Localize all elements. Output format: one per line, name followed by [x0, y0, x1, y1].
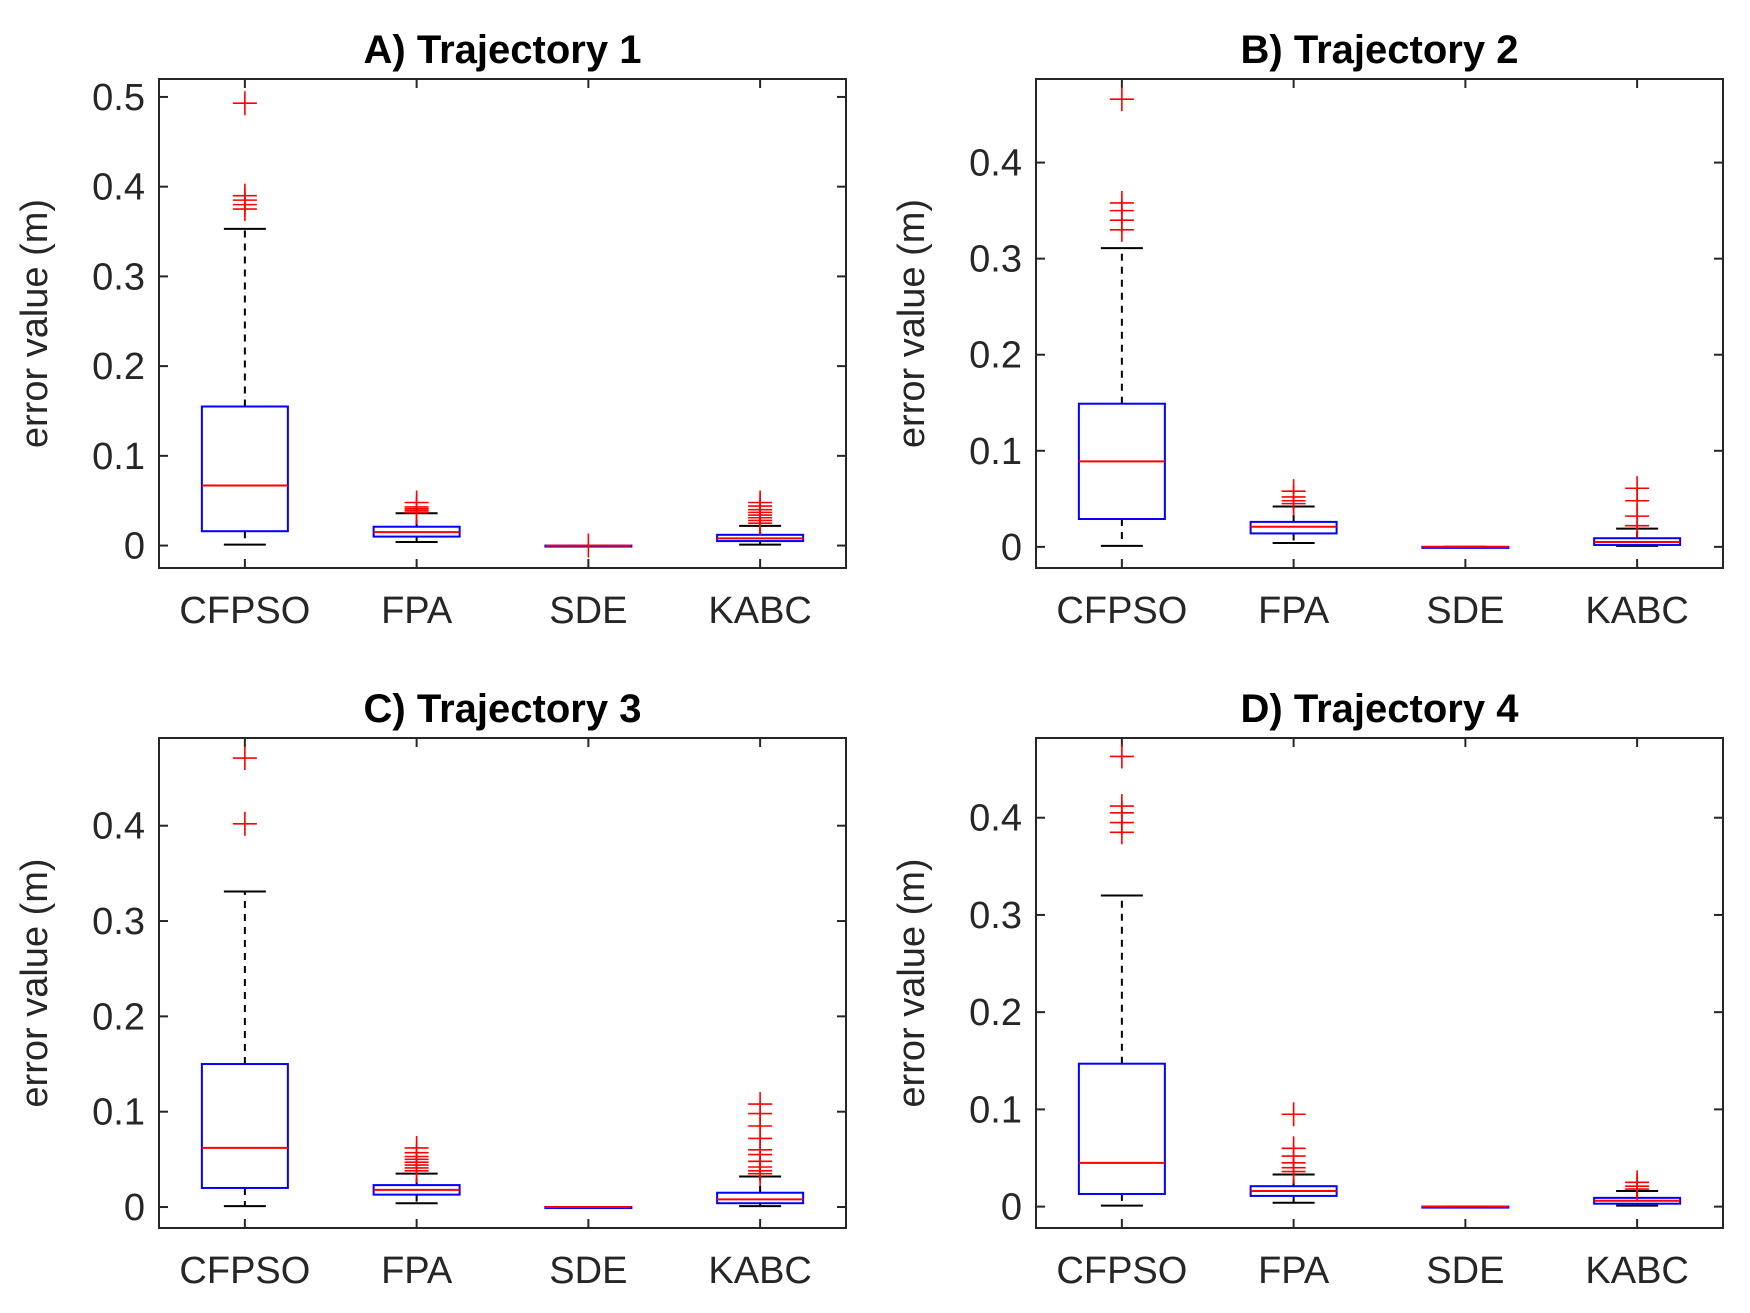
- chart-title: B) Trajectory 2: [1241, 28, 1519, 72]
- y-tick-label: 0.5: [92, 77, 145, 119]
- chart-title: A) Trajectory 1: [364, 28, 642, 72]
- outlier-marker: [1109, 794, 1134, 819]
- x-tick-label: FPA: [1258, 590, 1330, 632]
- x-tick-label: CFPSO: [1056, 1250, 1187, 1292]
- y-tick-label: 0.4: [969, 798, 1022, 840]
- chart-panel-3: C) Trajectory 3 error value (m) 0 0.1 0.2 0.3…: [14, 687, 847, 1292]
- plot-frame: [1035, 78, 1724, 569]
- outlier-marker: [748, 490, 773, 515]
- y-tick-label: 0.2: [92, 346, 145, 388]
- box-cfpso: [200, 91, 289, 546]
- y-tick-label: 0.2: [92, 996, 145, 1038]
- x-tick-label: KABC: [1585, 590, 1688, 632]
- box-cfpso: [1077, 744, 1166, 1207]
- box-kabc: [716, 1092, 805, 1208]
- plot-frame: [158, 78, 847, 569]
- y-tick-label: 0.4: [92, 806, 145, 848]
- y-tick-label: 0.1: [92, 1092, 145, 1134]
- y-tick-label: 0.2: [969, 335, 1022, 377]
- y-tick-label: 0: [124, 1187, 145, 1229]
- chart-title: D) Trajectory 4: [1241, 687, 1520, 731]
- outlier-marker: [1281, 1102, 1306, 1127]
- box-fpa: [372, 1135, 461, 1205]
- outlier-marker: [1109, 744, 1134, 769]
- outlier-marker: [232, 183, 257, 208]
- y-tick-label: 0.3: [969, 239, 1022, 281]
- outlier-marker: [1109, 87, 1134, 112]
- y-tick-label: 0.4: [969, 143, 1022, 185]
- y-axis-label: error value (m): [14, 199, 56, 448]
- box-sde: [1421, 545, 1510, 549]
- box-fpa: [1249, 479, 1338, 545]
- plot-frame: [1035, 737, 1724, 1229]
- x-tick-label: SDE: [549, 1250, 627, 1292]
- y-axis-label: error value (m): [891, 858, 933, 1107]
- x-tick-label: CFPSO: [179, 590, 310, 632]
- outlier-marker: [1109, 190, 1134, 215]
- x-tick-label: SDE: [1426, 1250, 1504, 1292]
- y-axis-label: error value (m): [891, 199, 933, 448]
- outlier-marker: [1281, 1136, 1306, 1161]
- chart-panel-1: A) Trajectory 1 error value (m) 0 0.1 0.2 0.3…: [14, 28, 847, 632]
- outlier-marker: [1281, 479, 1306, 504]
- x-tick-label: KABC: [708, 1250, 811, 1292]
- y-tick-label: 0: [1001, 1187, 1022, 1229]
- y-tick-label: 0.3: [92, 901, 145, 943]
- x-tick-label: CFPSO: [1056, 590, 1187, 632]
- outlier-marker: [404, 490, 429, 515]
- x-tick-label: SDE: [1426, 590, 1504, 632]
- x-tick-label: SDE: [549, 590, 627, 632]
- box-kabc: [1593, 1170, 1682, 1207]
- x-tick-label: FPA: [381, 590, 453, 632]
- plot-frame: [158, 737, 847, 1229]
- y-tick-label: 0.2: [969, 992, 1022, 1034]
- y-tick-label: 0.1: [969, 431, 1022, 473]
- outlier-marker: [404, 1135, 429, 1160]
- y-tick-label: 0.3: [969, 895, 1022, 937]
- outlier-marker: [1625, 1170, 1650, 1195]
- outlier-marker: [1625, 476, 1650, 501]
- chart-title: C) Trajectory 3: [364, 687, 642, 731]
- box-sde: [1421, 1205, 1510, 1209]
- x-tick-label: FPA: [1258, 1250, 1330, 1292]
- y-tick-label: 0.3: [92, 256, 145, 298]
- x-tick-label: KABC: [708, 590, 811, 632]
- box-sde: [544, 1206, 633, 1210]
- box-kabc: [716, 490, 805, 546]
- y-tick-label: 0.1: [969, 1089, 1022, 1131]
- box-iqr: [200, 1063, 289, 1189]
- y-tick-label: 0.4: [92, 167, 145, 209]
- chart-panel-4: D) Trajectory 4 error value (m) 0 0.1 0.2 0.3…: [891, 687, 1724, 1292]
- box-iqr: [716, 1191, 805, 1205]
- box-iqr: [1077, 1062, 1166, 1195]
- chart-panel-2: B) Trajectory 2 error value (m) 0 0.1 0.2 0.3…: [891, 28, 1724, 632]
- outlier-marker: [232, 746, 257, 771]
- x-tick-label: KABC: [1585, 1250, 1688, 1292]
- box-iqr: [200, 405, 289, 533]
- x-tick-label: FPA: [381, 1250, 453, 1292]
- y-tick-label: 0: [124, 526, 145, 568]
- y-axis-label: error value (m): [14, 858, 56, 1107]
- box-fpa: [372, 490, 461, 543]
- outlier-marker: [576, 533, 601, 558]
- y-tick-label: 0.1: [92, 436, 145, 478]
- box-kabc: [1593, 476, 1682, 547]
- y-tick-label: 0: [1001, 527, 1022, 569]
- outlier-marker: [748, 1092, 773, 1117]
- outlier-marker: [232, 811, 257, 836]
- outlier-marker: [232, 91, 257, 116]
- box-fpa: [1249, 1102, 1338, 1204]
- box-sde: [544, 533, 633, 558]
- x-tick-label: CFPSO: [179, 1250, 310, 1292]
- box-cfpso: [200, 746, 289, 1208]
- box-cfpso: [1077, 87, 1166, 547]
